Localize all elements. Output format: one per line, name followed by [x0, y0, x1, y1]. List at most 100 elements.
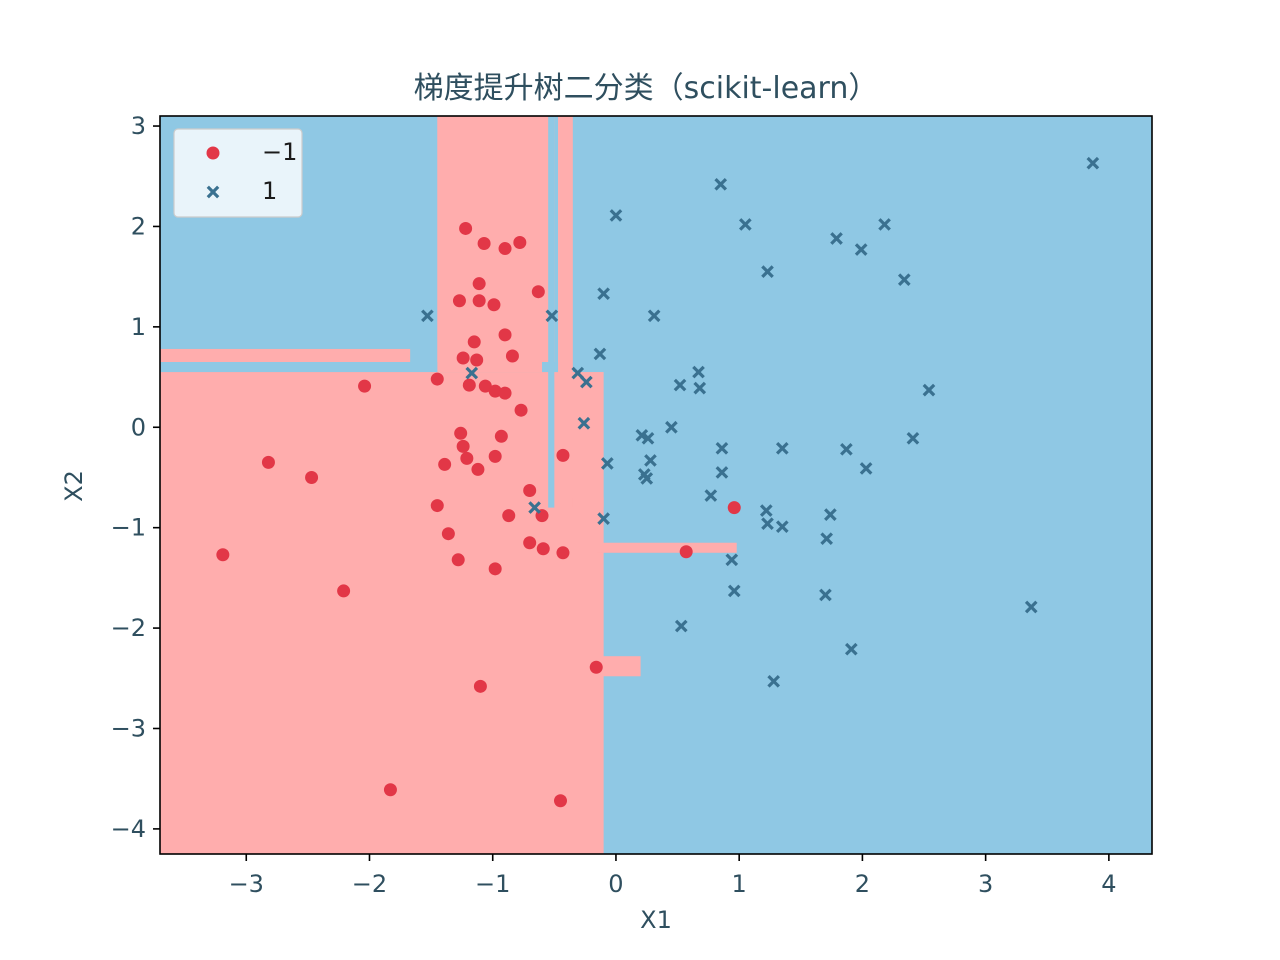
point-class-negative: [478, 379, 492, 393]
point-class-positive: [906, 431, 920, 445]
point-class-negative: [337, 584, 351, 598]
point-class-negative: [488, 384, 502, 398]
point-class-positive: [775, 442, 789, 455]
point-class-negative: [470, 353, 484, 367]
point-class-negative: [438, 457, 452, 471]
point-class-negative: [513, 236, 527, 250]
legend-label-negative: −1: [262, 138, 297, 166]
y-axis-label: X2: [60, 470, 88, 502]
point-class-positive: [673, 378, 687, 392]
point-class-negative: [451, 553, 465, 567]
point-class-positive: [759, 504, 773, 517]
point-class-positive: [820, 532, 834, 546]
point-class-negative: [556, 546, 570, 560]
point-class-positive: [715, 466, 729, 479]
point-class-positive: [528, 501, 541, 514]
point-class-positive: [421, 309, 434, 323]
point-class-negative: [488, 449, 502, 463]
legend-marker-negative: [206, 146, 220, 160]
data-points: [216, 156, 1100, 808]
point-class-negative: [487, 298, 501, 312]
point-class-positive: [674, 619, 688, 633]
point-class-positive: [597, 287, 610, 301]
point-class-negative: [383, 783, 397, 797]
y-axis: −4 −3 −2 −1 0 1 2 3: [111, 112, 160, 843]
point-class-positive: [577, 416, 591, 430]
legend-box: [173, 128, 303, 218]
point-class-negative: [488, 562, 502, 576]
point-class-negative: [456, 439, 470, 453]
legend-x-marker: [206, 185, 220, 199]
point-class-negative: [456, 351, 470, 365]
region-negative: [572, 497, 604, 508]
region-negative: [597, 656, 641, 677]
y-tick-label: −3: [111, 714, 146, 742]
region-negative: [597, 542, 737, 553]
y-tick-label: 2: [131, 212, 146, 240]
region-positive: [548, 116, 555, 508]
point-class-positive: [859, 462, 873, 475]
point-class-positive: [775, 520, 789, 534]
point-class-negative: [471, 462, 485, 476]
point-class-positive: [854, 243, 868, 256]
point-class-positive: [761, 265, 774, 278]
region-negative: [437, 116, 555, 373]
point-class-negative: [531, 285, 545, 299]
point-class-positive: [840, 443, 853, 456]
point-class-positive: [641, 431, 655, 445]
x-tick-label: −3: [229, 870, 264, 898]
point-class-negative: [358, 379, 372, 393]
point-class-negative: [430, 499, 444, 513]
point-class-positive: [609, 209, 623, 222]
y-tick-label: −4: [111, 815, 146, 843]
point-class-positive: [465, 366, 479, 380]
x-tick-label: 4: [1101, 870, 1116, 898]
point-class-negative: [261, 455, 275, 469]
point-class-positive: [1086, 156, 1100, 170]
point-class-negative: [467, 335, 481, 349]
legend-marker-positive: [206, 185, 220, 199]
point-class-negative: [473, 679, 487, 693]
point-class-negative: [727, 501, 741, 515]
point-class-negative: [556, 448, 570, 462]
x-tick-label: −1: [475, 870, 510, 898]
legend: −1 1: [173, 128, 303, 218]
point-class-positive: [922, 383, 936, 397]
point-class-negative: [553, 794, 567, 808]
point-class-positive: [767, 674, 781, 688]
point-class-positive: [647, 309, 661, 323]
x-axis: −3 −2 −1 0 1 2 3 4: [229, 854, 1117, 898]
point-class-positive: [580, 375, 593, 389]
y-tick-label: −1: [111, 514, 146, 542]
point-class-positive: [878, 218, 891, 231]
plot-area: [160, 116, 1152, 854]
point-class-positive: [1024, 600, 1038, 614]
point-class-negative: [472, 277, 486, 291]
point-class-negative: [472, 294, 486, 308]
y-tick-label: 0: [131, 413, 146, 441]
point-class-positive: [644, 454, 657, 467]
point-class-positive: [597, 512, 610, 525]
x-tick-label: 1: [732, 870, 747, 898]
point-class-positive: [727, 584, 741, 598]
point-class-positive: [545, 309, 559, 323]
point-class-positive: [665, 420, 678, 434]
point-class-positive: [819, 588, 832, 602]
point-class-negative: [305, 470, 319, 484]
point-class-negative: [477, 237, 491, 251]
point-class-negative: [460, 451, 474, 465]
plot-frame: [159, 115, 1153, 855]
point-class-negative: [454, 426, 468, 440]
point-class-positive: [692, 365, 705, 379]
point-class-negative: [589, 660, 603, 674]
point-class-negative: [452, 294, 466, 308]
point-class-negative: [502, 509, 516, 523]
point-class-negative: [498, 328, 512, 342]
point-class-positive: [704, 489, 718, 502]
x-tick-label: 3: [978, 870, 993, 898]
point-class-positive: [844, 642, 858, 656]
point-class-positive: [725, 553, 739, 567]
region-positive: [542, 362, 559, 373]
region-negative: [160, 372, 604, 854]
